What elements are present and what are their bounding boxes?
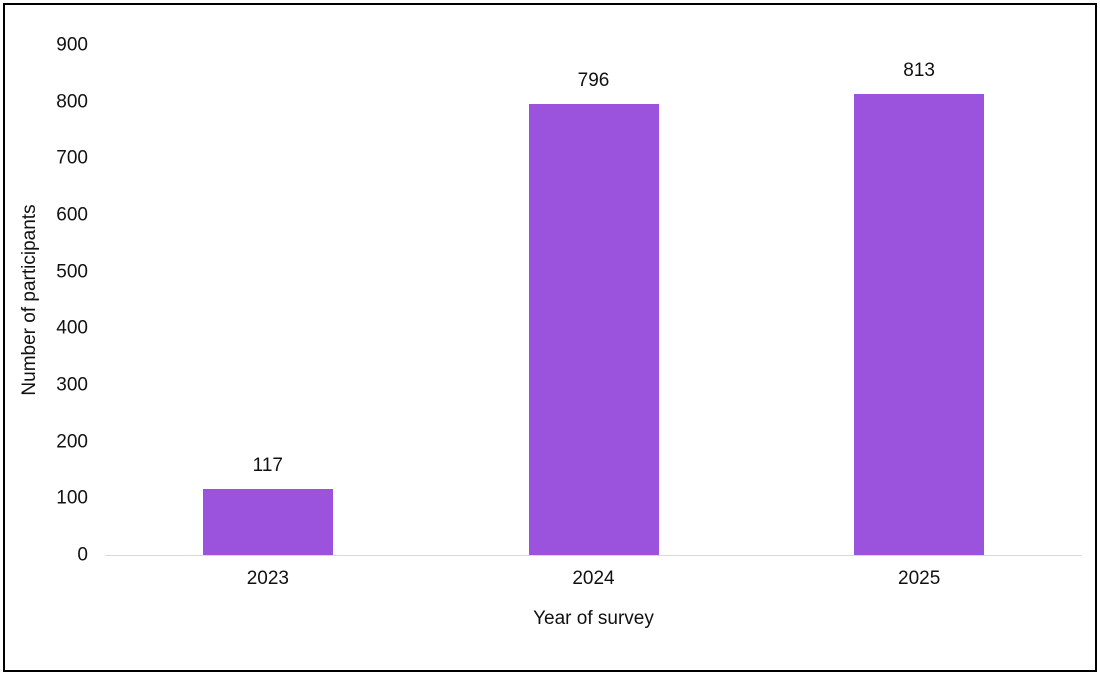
bar-2023 [202,488,333,555]
y-tick-label: 200 [56,431,88,453]
bar-value-label-2023: 117 [252,454,283,476]
y-tick-label: 800 [56,91,88,113]
y-tick-label: 500 [56,261,88,283]
bar-2024 [528,103,659,555]
y-tick-label: 0 [77,544,88,566]
y-tick-label: 700 [56,147,88,169]
plot-area: 117 2023 796 2024 813 2025 [105,45,1082,588]
x-axis-title: Year of survey [533,608,654,629]
y-tick-label: 300 [56,374,88,396]
x-tick-label-2023: 2023 [246,568,289,589]
y-tick-label: 900 [56,34,88,56]
y-tick-label: 100 [56,487,88,509]
bar-value-label-2024: 796 [577,69,610,91]
y-axis-tick-labels: 0 100 200 300 400 500 600 700 800 900 [0,36,88,565]
bar-value-label-2025: 813 [903,60,935,82]
x-tick-label-2024: 2024 [572,568,615,589]
x-tick-label-2025: 2025 [898,568,941,589]
bar-2025 [854,94,985,555]
y-tick-label: 400 [56,317,88,339]
y-tick-label: 600 [56,204,88,226]
